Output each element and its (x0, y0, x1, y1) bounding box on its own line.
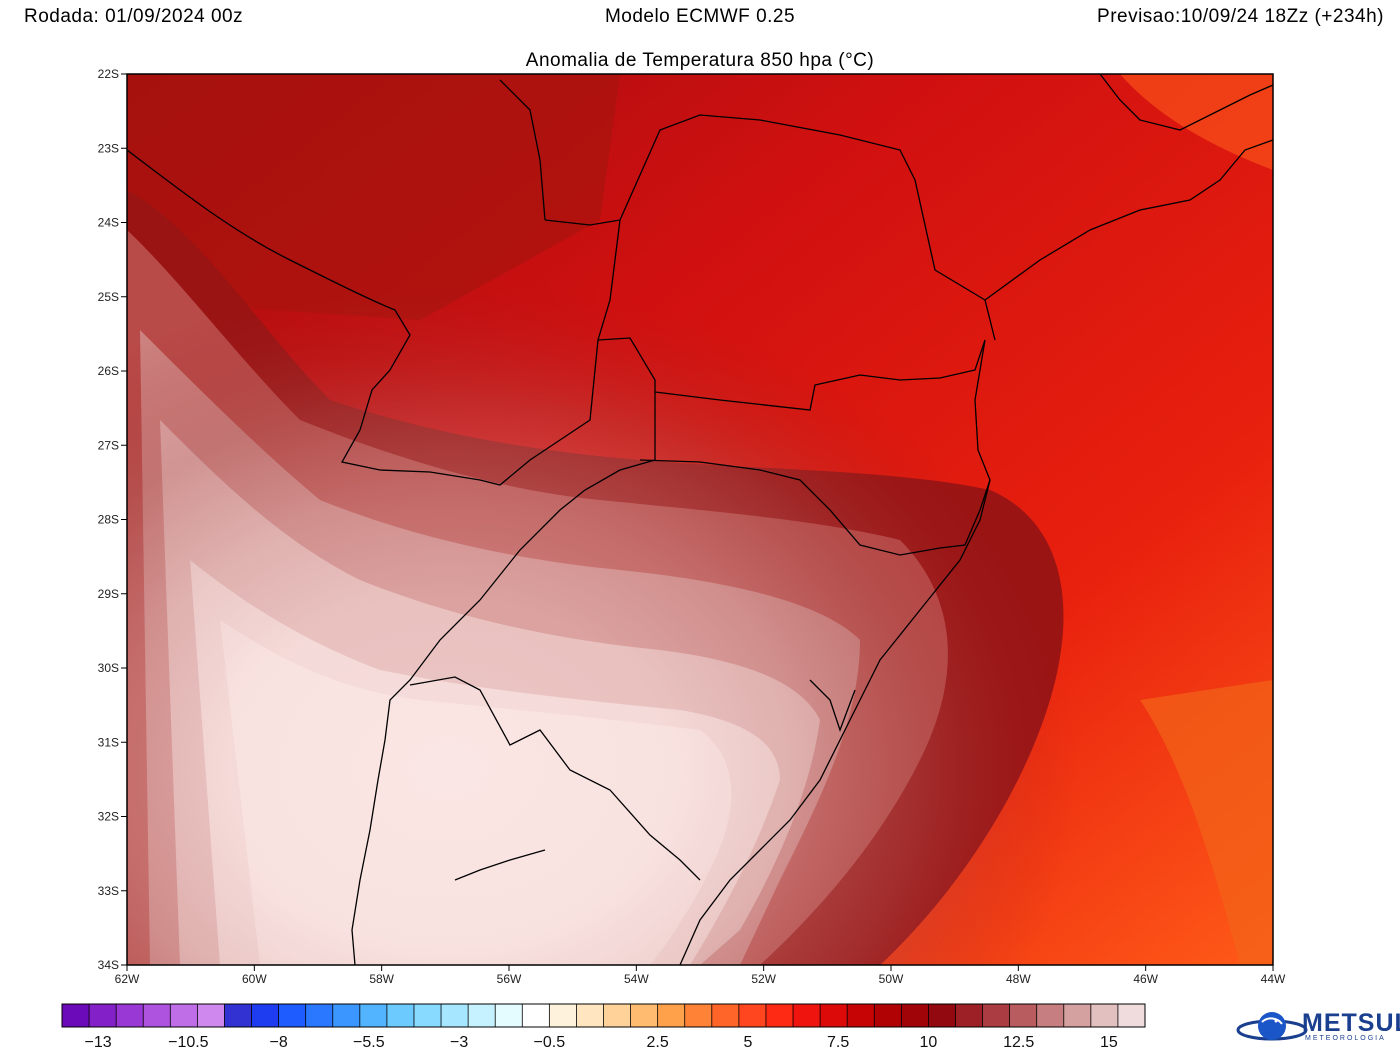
forecast-label: Previsao:10/09/24 18Zz (+234h) (1097, 6, 1384, 27)
colorbar-label: −5.5 (353, 1034, 385, 1051)
colorbar-swatch (1063, 1004, 1092, 1027)
colorbar-swatch (711, 1004, 740, 1027)
colorbar-swatch (413, 1004, 442, 1027)
latitude-label: 33S (98, 884, 119, 898)
colorbar-swatch (278, 1004, 307, 1027)
colorbar-label: 2.5 (647, 1034, 669, 1051)
colorbar-swatch (657, 1004, 686, 1027)
colorbar-label: 7.5 (827, 1034, 849, 1051)
colorbar-label: −0.5 (534, 1034, 566, 1051)
colorbar-swatch (549, 1004, 577, 1027)
colorbar-swatch (332, 1004, 361, 1027)
colorbar-swatch (982, 1004, 1011, 1027)
colorbar-swatch (630, 1004, 659, 1027)
colorbar-label: −10.5 (168, 1034, 209, 1051)
colorbar-swatch (89, 1004, 117, 1027)
colorbar-swatch (684, 1004, 713, 1027)
model-label: Modelo ECMWF 0.25 (604, 6, 796, 27)
latitude-label: 25S (98, 290, 119, 304)
metsul-logo (1236, 1012, 1308, 1041)
colorbar-swatch (765, 1004, 794, 1027)
latitude-label: 31S (98, 735, 119, 749)
longitude-label: 46W (1133, 972, 1158, 986)
latitude-label: 23S (98, 141, 119, 155)
colorbar-swatch (468, 1004, 496, 1027)
colorbar-swatch (62, 1004, 90, 1027)
longitude-label: 50W (879, 972, 904, 986)
colorbar-swatch (143, 1004, 171, 1027)
colorbar-swatch (901, 1004, 929, 1027)
colorbar-swatch (359, 1004, 388, 1027)
longitude-label: 52W (751, 972, 776, 986)
latitude-axis: 22S 23S 24S 25S 26S 27S 28S 29S 30S 31S 32S 33S 34S (98, 67, 127, 972)
longitude-axis: 62W 60W 58W 56W 54W 52W 50W 48W 46W 44W (115, 965, 1286, 986)
colorbar-swatch (738, 1004, 767, 1027)
longitude-label: 54W (624, 972, 649, 986)
map-title: Anomalia de Temperatura 850 hpa (°C) (525, 50, 875, 71)
colorbar-swatch (847, 1004, 875, 1027)
colorbar-swatch (116, 1004, 144, 1027)
colorbar-label: −8 (269, 1034, 287, 1051)
latitude-label: 24S (98, 216, 119, 230)
colorbar-swatch (386, 1004, 415, 1027)
colorbar-label: −13 (85, 1034, 112, 1051)
colorbar-label: 15 (1100, 1034, 1118, 1051)
colorbar-swatch (874, 1004, 902, 1027)
political-borders (127, 74, 1273, 965)
colorbar-swatch (197, 1004, 225, 1027)
colorbar-swatch (576, 1004, 604, 1027)
latitude-label: 26S (98, 364, 119, 378)
longitude-label: 48W (1006, 972, 1031, 986)
run-date-label: Rodada: 01/09/2024 00z (24, 6, 244, 27)
colorbar-swatch (955, 1004, 984, 1027)
latitude-label: 30S (98, 661, 119, 675)
metsul-logo-subtitle: METEOROLOGIA (1305, 1035, 1386, 1042)
latitude-label: 27S (98, 438, 119, 452)
latitude-label: 29S (98, 587, 119, 601)
colorbar-swatch (1090, 1004, 1119, 1027)
colorbar-swatch (522, 1004, 550, 1027)
longitude-label: 56W (497, 972, 522, 986)
colorbar-swatch (251, 1004, 280, 1027)
colorbar-swatch (224, 1004, 253, 1027)
colorbar-swatch (928, 1004, 956, 1027)
latitude-label: 22S (98, 67, 119, 81)
anomaly-field (127, 74, 1273, 965)
latitude-label: 34S (98, 958, 119, 972)
colorbar-swatch (820, 1004, 848, 1027)
colorbar-swatch (170, 1004, 198, 1027)
longitude-label: 62W (115, 972, 140, 986)
longitude-label: 58W (369, 972, 394, 986)
colorbar-label: −3 (450, 1034, 468, 1051)
globe-swoosh-icon (1236, 1012, 1308, 1041)
colorbar-swatch (1009, 1004, 1038, 1027)
latitude-label: 28S (98, 513, 119, 527)
colorbar-swatch (603, 1004, 632, 1027)
colorbar-swatch (441, 1004, 469, 1027)
colorbar-label: 10 (920, 1034, 938, 1051)
longitude-label: 60W (242, 972, 267, 986)
colorbar: −13 −10.5 −8 −5.5 −3 −0.5 2.5 5 7.5 10 12.5 15 (61, 1003, 1146, 1051)
colorbar-swatch (305, 1004, 334, 1027)
longitude-label: 44W (1261, 972, 1286, 986)
colorbar-swatch (495, 1004, 523, 1027)
colorbar-swatch (793, 1004, 821, 1027)
colorbar-label: 12.5 (1003, 1034, 1034, 1051)
colorbar-swatch (1117, 1004, 1146, 1027)
colorbar-label: 5 (743, 1034, 752, 1051)
metsul-logo-text: METSUL (1302, 1009, 1400, 1037)
latitude-label: 32S (98, 810, 119, 824)
colorbar-swatch (1036, 1004, 1065, 1027)
